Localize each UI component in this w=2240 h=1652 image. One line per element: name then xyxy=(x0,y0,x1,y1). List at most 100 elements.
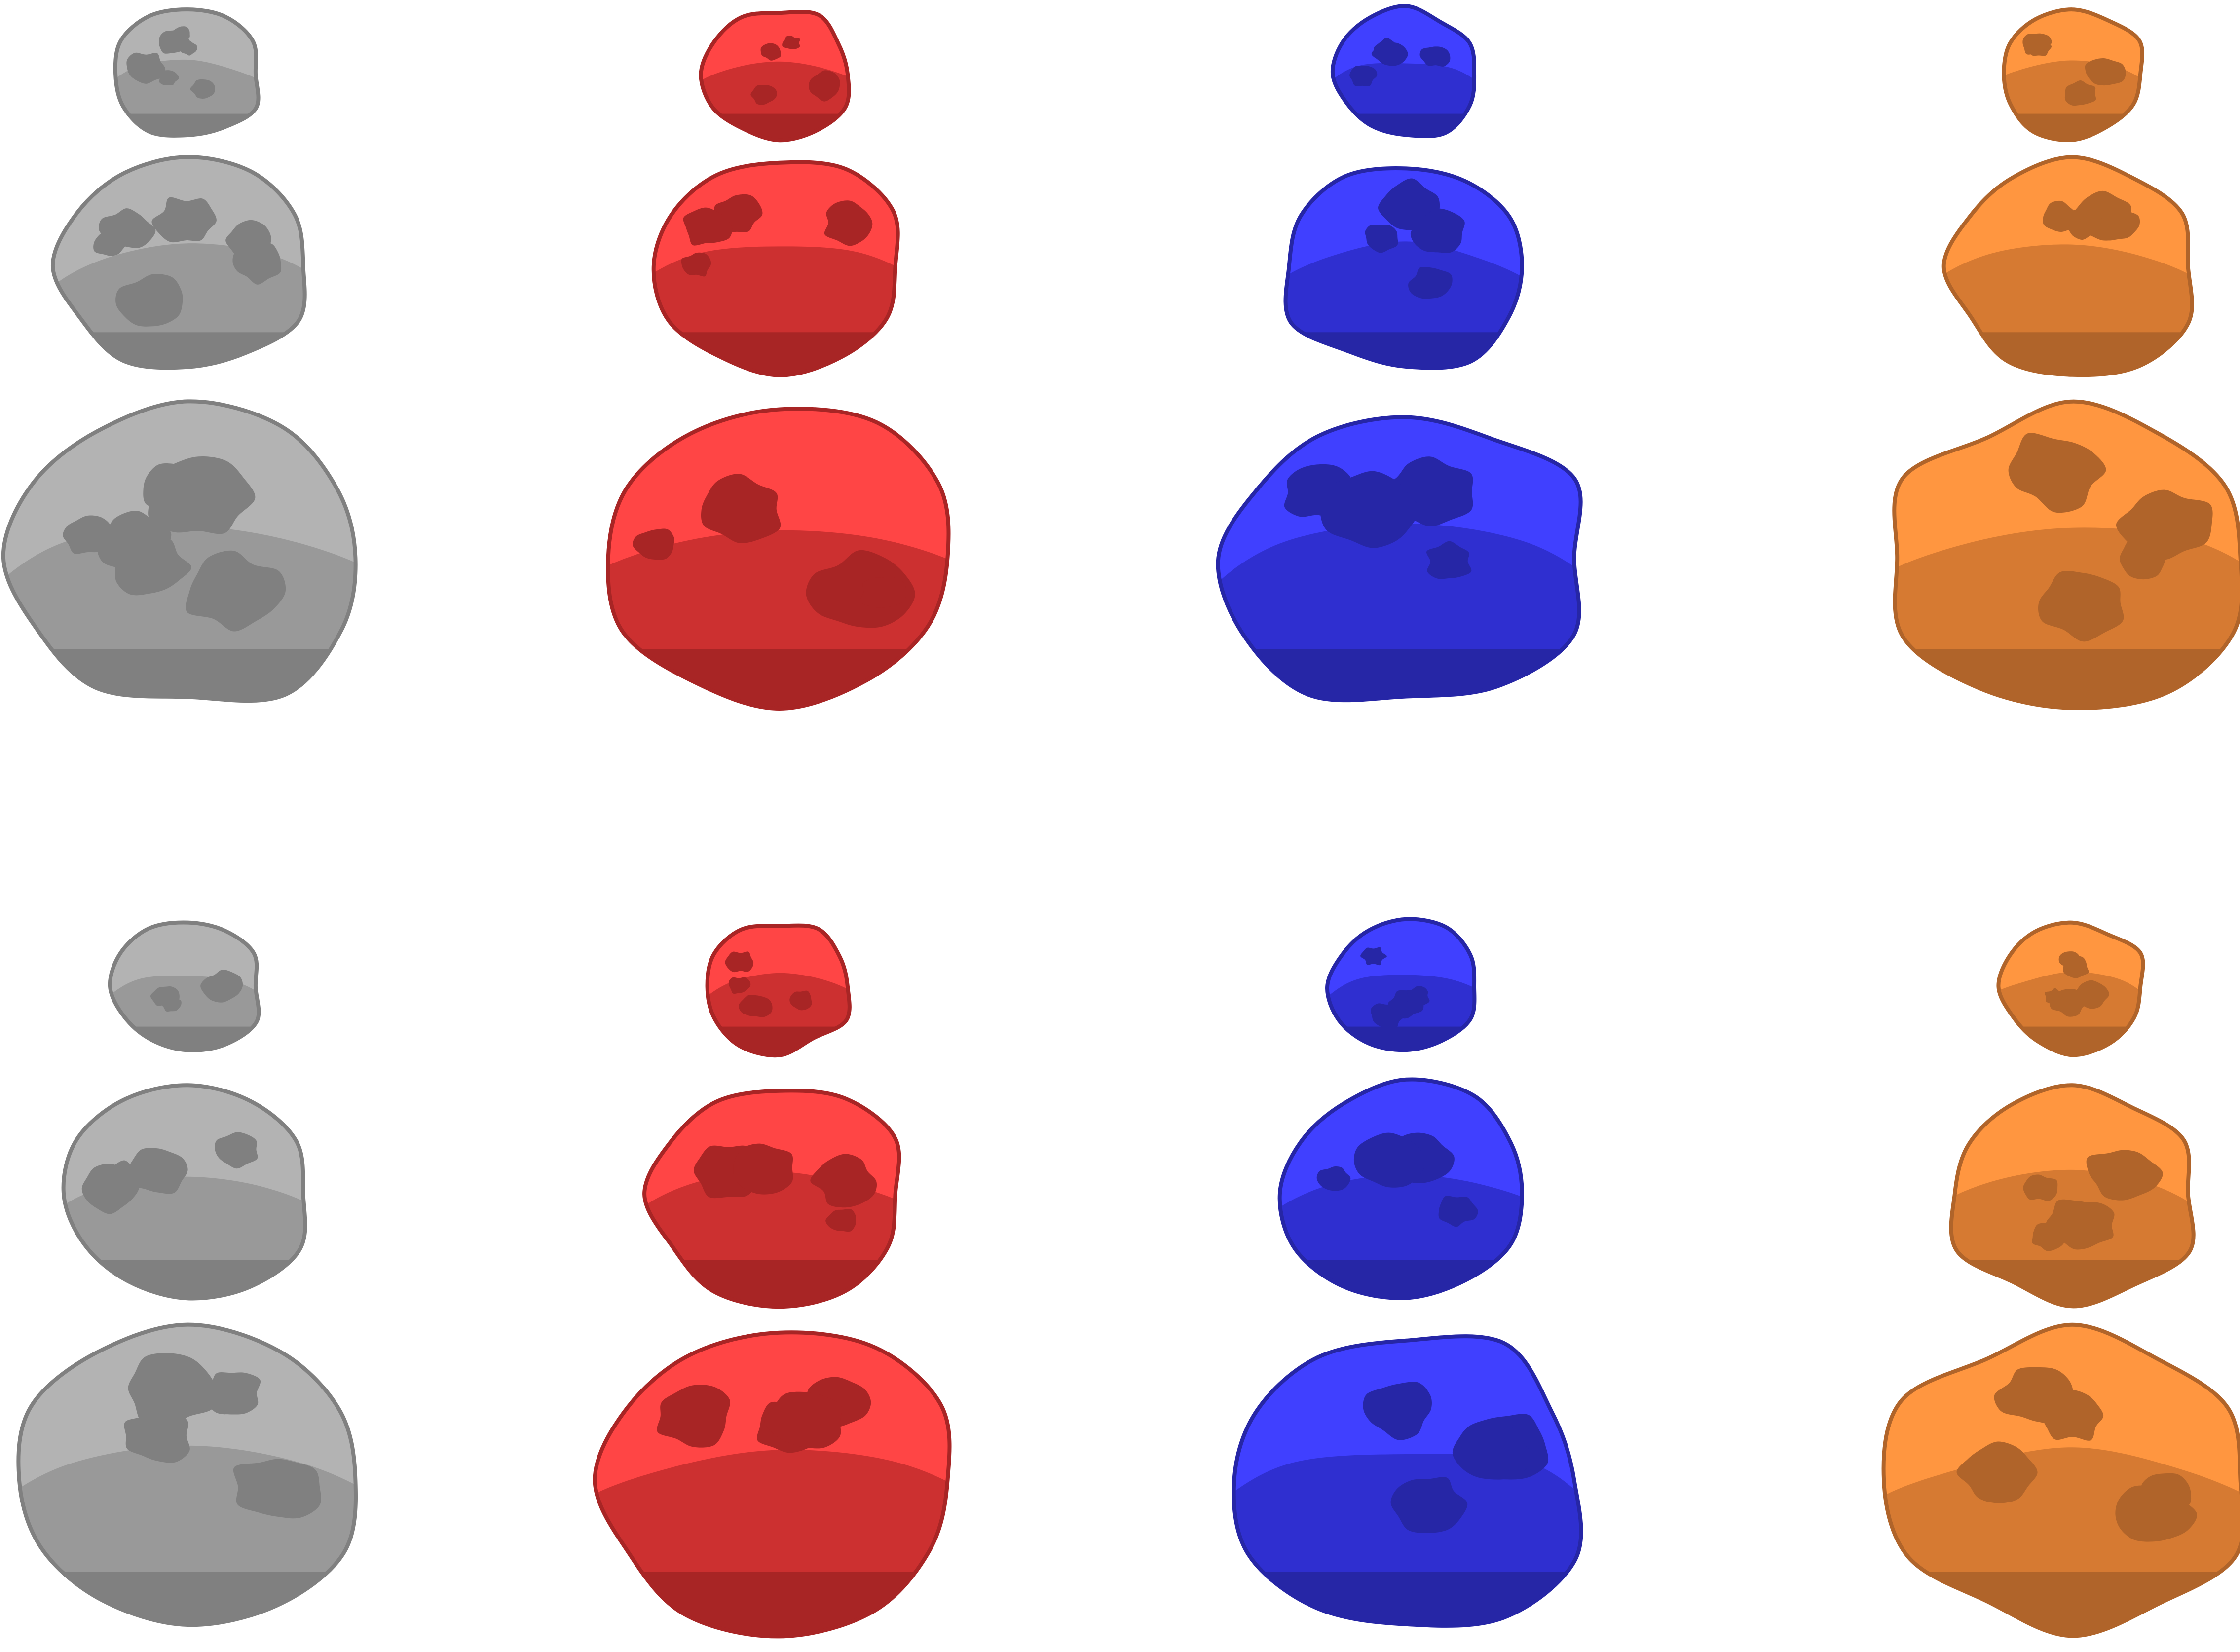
asteroid-gray-medium xyxy=(50,155,307,370)
crater xyxy=(99,208,156,248)
crater xyxy=(782,36,800,49)
asteroid-orange-large xyxy=(1881,1322,2240,1638)
crater xyxy=(825,1209,857,1232)
asteroid-outline xyxy=(16,1322,358,1627)
crater xyxy=(126,52,166,84)
asteroid-outline xyxy=(1325,917,1477,1052)
asteroid-bottom-shadow xyxy=(18,1572,356,1625)
crater xyxy=(115,274,183,327)
crater xyxy=(2058,951,2080,968)
asteroid-outline xyxy=(1330,4,1477,139)
crater xyxy=(2043,200,2079,232)
asteroid-bottom-shadow xyxy=(1883,1572,2240,1636)
crater xyxy=(750,85,777,105)
crater xyxy=(1316,1166,1351,1191)
asteroid-bottom-shadow xyxy=(608,649,949,709)
crater xyxy=(97,510,178,580)
asteroid-outline xyxy=(1941,155,2194,377)
asteroid-red-small xyxy=(705,923,852,1058)
asteroid-outline xyxy=(1216,415,1583,703)
crater xyxy=(128,1353,217,1428)
crater xyxy=(1363,1382,1432,1440)
crater xyxy=(1426,541,1472,579)
crater xyxy=(210,974,242,999)
asteroid-bottom-shadow xyxy=(110,1026,259,1051)
asteroid-blue-large xyxy=(1216,415,1583,703)
asteroid-gray-large xyxy=(1,399,358,703)
crater xyxy=(181,40,197,56)
asteroid-bottom-shadow xyxy=(1894,649,2240,709)
crater xyxy=(1408,267,1453,299)
asteroid-red-large xyxy=(593,1330,952,1639)
crater xyxy=(2038,571,2124,642)
asteroid-red-medium xyxy=(642,1089,901,1309)
crater xyxy=(725,951,754,973)
crater xyxy=(1371,1003,1405,1029)
crater xyxy=(172,26,190,41)
crater xyxy=(2023,1174,2058,1201)
asteroid-orange-small xyxy=(1996,920,2145,1057)
asteroid-blue-large xyxy=(1232,1334,1583,1628)
crater xyxy=(1349,66,1378,86)
crater xyxy=(124,1148,188,1194)
asteroid-orange-large xyxy=(1892,399,2240,711)
crater xyxy=(1371,42,1408,66)
asteroid-outline xyxy=(108,920,261,1052)
crater xyxy=(1405,986,1430,1005)
crater xyxy=(809,70,840,102)
asteroid-bottom-shadow xyxy=(1998,1026,2143,1055)
crater xyxy=(728,977,751,994)
asteroid-shade xyxy=(653,246,898,375)
asteroid-bottom-shadow xyxy=(1233,1572,1581,1626)
asteroid-outline xyxy=(1892,399,2240,711)
crater xyxy=(232,243,282,285)
asteroid-outline xyxy=(705,923,852,1058)
crater xyxy=(810,1154,877,1208)
crater xyxy=(1320,471,1419,548)
asteroid-bottom-shadow xyxy=(3,649,356,701)
crater xyxy=(1410,208,1465,253)
crater xyxy=(215,1132,258,1169)
crater xyxy=(824,200,873,246)
asteroid-orange-medium xyxy=(1941,155,2194,377)
asteroid-outline xyxy=(2002,7,2144,142)
asteroid-gray-small xyxy=(108,920,261,1052)
asteroid-bottom-shadow xyxy=(1218,649,1581,701)
crater xyxy=(2074,980,2110,1009)
crater xyxy=(186,550,286,632)
asteroid-red-small xyxy=(699,10,851,143)
crater xyxy=(2064,80,2096,106)
crater xyxy=(124,1406,190,1463)
asteroid-outline xyxy=(1283,166,1524,370)
crater xyxy=(2116,489,2213,560)
crater xyxy=(2115,1485,2198,1542)
crater xyxy=(2008,433,2106,513)
crater xyxy=(107,1160,142,1191)
crater xyxy=(860,577,906,608)
crater xyxy=(2022,33,2052,55)
asteroid-outline xyxy=(1881,1322,2240,1638)
crater xyxy=(2040,1390,2104,1441)
asteroid-shade xyxy=(110,976,259,1051)
asteroid-outline xyxy=(50,155,307,370)
asteroid-outline xyxy=(699,10,851,143)
asteroid-outline xyxy=(1277,1077,1524,1300)
asteroid-outline xyxy=(1996,920,2145,1057)
crater xyxy=(161,997,182,1012)
crater xyxy=(2085,58,2126,86)
asteroid-bottom-shadow xyxy=(595,1572,950,1637)
crater xyxy=(1365,225,1398,253)
crater xyxy=(151,197,217,243)
asteroid-shade xyxy=(608,530,949,709)
crater xyxy=(233,1459,321,1519)
asteroid-blue-small xyxy=(1325,917,1477,1052)
crater xyxy=(63,515,111,554)
asteroid-bottom-shadow xyxy=(707,1026,850,1056)
crater xyxy=(190,79,215,99)
crater xyxy=(701,474,781,543)
crater xyxy=(764,1391,842,1449)
asteroid-outline xyxy=(606,407,951,711)
crater xyxy=(1419,46,1451,67)
asteroid-outline xyxy=(1232,1334,1583,1628)
asteroid-outline xyxy=(1,399,358,703)
